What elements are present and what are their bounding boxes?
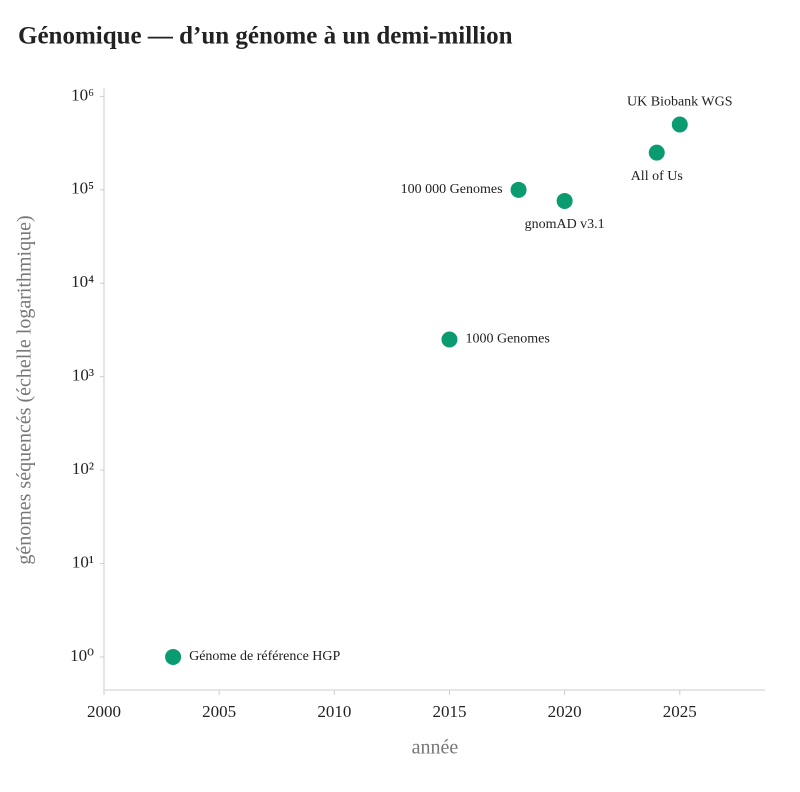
chart-title: Génomique — d’un génome à un demi-millio… [18,23,513,50]
point-label: 100 000 Genomes [401,182,503,197]
point [441,331,458,348]
y-tick-label: 10³ [72,366,94,385]
x-tick-label: 2020 [548,702,582,721]
y-tick-label: 10⁵ [71,179,94,198]
point-label: All of Us [631,169,683,184]
x-axis-title: année [412,737,459,759]
point-label: Génome de référence HGP [189,649,340,664]
point [510,181,527,198]
y-tick-label: 10⁶ [71,85,94,104]
y-axis-title: génomes séquencés (échelle logarithmique… [14,215,36,564]
y-tick-label: 10⁰ [70,646,94,665]
x-tick-label: 2005 [202,702,236,721]
point [671,116,688,133]
point-label: 1000 Genomes [465,332,549,347]
point-label: gnomAD v3.1 [525,217,605,232]
x-tick-label: 2015 [432,702,466,721]
point [556,192,573,209]
point [165,648,182,665]
point [648,144,665,161]
x-tick-label: 2010 [317,702,351,721]
y-tick-label: 10² [72,459,94,478]
x-tick-label: 2000 [87,702,121,721]
y-tick-label: 10⁴ [71,272,94,291]
y-tick-label: 10¹ [72,552,94,571]
point-label: UK Biobank WGS [627,95,733,110]
x-tick-label: 2025 [663,702,697,721]
